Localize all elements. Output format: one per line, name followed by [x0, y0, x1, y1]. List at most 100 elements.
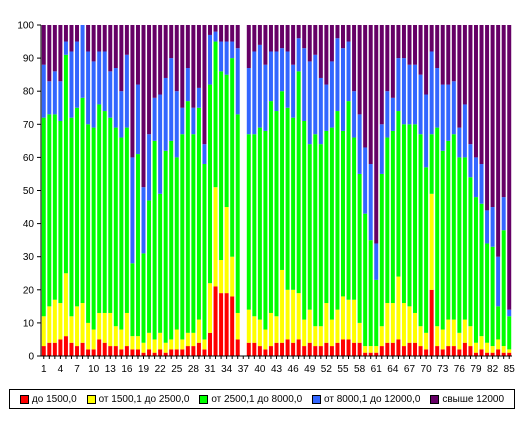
bar-segment [379, 173, 384, 327]
bar-segment [352, 91, 357, 138]
bar-segment [97, 312, 102, 340]
bar-segment [196, 87, 201, 108]
bar-segment [313, 25, 318, 55]
bar-segment [318, 346, 323, 356]
bar-segment [496, 256, 501, 307]
bar-segment [468, 144, 473, 178]
y-tick-label: 60 [23, 153, 35, 164]
bar-segment [302, 346, 307, 356]
bar-segment [368, 240, 373, 347]
bar-segment [108, 346, 113, 356]
bar-segment [418, 326, 423, 347]
bar-segment [180, 107, 185, 135]
bar-segment [296, 25, 301, 39]
y-tick-label: 10 [23, 318, 35, 329]
bar-segment [141, 25, 146, 188]
bar-segment [75, 41, 80, 108]
bar-segment [440, 349, 445, 356]
bar-segment [385, 137, 390, 304]
y-tick-label: 0 [28, 352, 34, 363]
bar-segment [291, 289, 296, 343]
bar-segment [291, 117, 296, 290]
bar-segment [413, 64, 418, 125]
bar-segment [108, 71, 113, 118]
bar-segment [41, 117, 46, 317]
y-axis: 0 10 20 30 40 50 60 70 80 90 100 [17, 21, 42, 363]
bar-segment [147, 25, 152, 135]
bar-segment [86, 51, 91, 125]
bar-stack [224, 25, 229, 356]
bar-segment [235, 48, 240, 115]
bar-segment [307, 61, 312, 145]
bar-segment [63, 336, 68, 356]
bar-segment [274, 316, 279, 343]
bar-segment [130, 336, 135, 350]
bar-segment [473, 157, 478, 198]
bar-segment [224, 207, 229, 294]
bar-stack [91, 25, 96, 356]
bar-segment [102, 111, 107, 313]
bar-segment [196, 107, 201, 320]
bar-segment [335, 38, 340, 112]
bar-stack [152, 25, 157, 356]
bar-segment [80, 303, 85, 343]
bar-segment [368, 352, 373, 356]
bar-segment [363, 25, 368, 148]
bar-segment [507, 349, 512, 353]
bar-segment [490, 207, 495, 247]
bar-segment [490, 346, 495, 353]
bar-stack [291, 25, 296, 356]
bar-segment [435, 346, 440, 356]
bar-segment [280, 25, 285, 49]
bar-segment [446, 319, 451, 347]
bar-segment [191, 346, 196, 356]
bar-segment [424, 349, 429, 356]
bar-segment [429, 51, 434, 135]
bar-segment [63, 273, 68, 337]
bar-segment [340, 296, 345, 340]
bar-segment [468, 177, 473, 327]
bar-segment [174, 157, 179, 330]
bar-segment [313, 134, 318, 327]
bar-stack [147, 25, 152, 356]
bar-segment [374, 25, 379, 244]
bar-stack [451, 25, 456, 356]
bar-segment [69, 51, 74, 118]
bar-segment [496, 25, 501, 257]
bar-segment [313, 54, 318, 135]
legend-label: от 1500,1 до 2500,0 [98, 393, 190, 405]
bar-segment [113, 326, 118, 347]
bar-segment [501, 352, 506, 356]
bar-segment [390, 303, 395, 343]
bar-stack [113, 25, 118, 356]
bar-segment [169, 349, 174, 356]
bar-segment [58, 339, 63, 356]
x-tick-label: 52 [321, 364, 333, 375]
bar-segment [80, 25, 85, 98]
bar-segment [75, 107, 80, 307]
bar-segment [490, 246, 495, 347]
bar-segment [246, 309, 251, 343]
bar-segment [507, 309, 512, 317]
legend: до 1500,0 от 1500,1 до 2500,0 от 2500,1 … [9, 389, 515, 409]
bar-segment [163, 77, 168, 151]
bar-stack [379, 25, 384, 356]
bar-segment [285, 107, 290, 290]
bar-segment [501, 346, 506, 353]
bar-segment [374, 243, 379, 280]
bar-segment [263, 130, 268, 330]
legend-item: от 2500,1 до 8000,0 [199, 394, 302, 405]
bar-segment [368, 25, 373, 165]
bar-segment [185, 25, 190, 69]
bar-segment [357, 114, 362, 174]
bar-segment [424, 332, 429, 350]
bar-segment [263, 329, 268, 350]
x-tick-label: 64 [387, 364, 399, 375]
bar-segment [52, 114, 57, 300]
bar-stack [496, 25, 501, 356]
x-tick-label: 34 [221, 364, 233, 375]
bar-segment [169, 140, 174, 340]
x-tick-label: 82 [487, 364, 499, 375]
bar-segment [352, 299, 357, 343]
bar-segment [158, 332, 163, 350]
